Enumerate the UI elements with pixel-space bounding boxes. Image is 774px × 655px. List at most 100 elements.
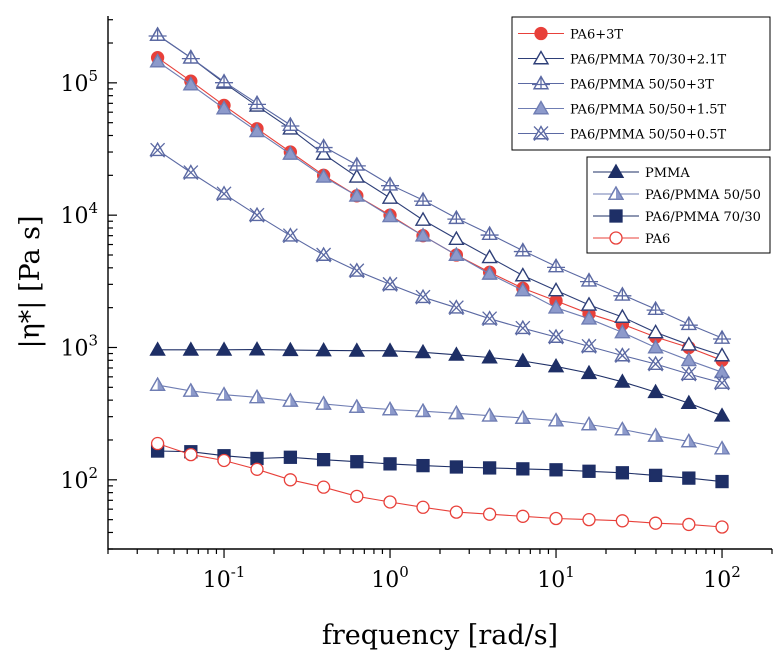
data-point bbox=[148, 26, 167, 41]
data-point bbox=[248, 122, 266, 138]
data-point bbox=[481, 349, 498, 364]
data-point bbox=[282, 392, 299, 407]
legend-marker bbox=[607, 185, 625, 200]
data-point bbox=[149, 341, 166, 356]
legend-item: PA6/PMMA 70/30+2.1T bbox=[518, 50, 727, 68]
data-point bbox=[250, 462, 264, 476]
data-point bbox=[646, 300, 665, 316]
data-point bbox=[549, 511, 563, 526]
data-point bbox=[215, 386, 233, 401]
data-point bbox=[381, 275, 399, 292]
x-tick-label: 101 bbox=[537, 563, 575, 593]
series-5 bbox=[149, 341, 731, 422]
data-point bbox=[182, 76, 200, 91]
data-point bbox=[448, 346, 465, 361]
legend-marker bbox=[534, 26, 548, 41]
data-point bbox=[248, 341, 266, 356]
data-point bbox=[547, 412, 565, 427]
data-point bbox=[682, 517, 696, 532]
data-point bbox=[282, 145, 299, 160]
data-point bbox=[215, 73, 234, 88]
data-point bbox=[679, 315, 698, 331]
data-point bbox=[614, 347, 631, 363]
data-point bbox=[149, 53, 166, 68]
data-point bbox=[613, 286, 632, 301]
legend-item: PA6+3T bbox=[518, 26, 623, 43]
legend-marker bbox=[532, 75, 550, 90]
series-line bbox=[157, 450, 723, 483]
data-point bbox=[414, 402, 432, 418]
legend-marker bbox=[532, 100, 550, 115]
data-point bbox=[580, 337, 598, 354]
data-point bbox=[481, 407, 498, 422]
data-point bbox=[680, 433, 697, 448]
data-point bbox=[184, 447, 198, 462]
x-axis-title: frequency [rad/s] bbox=[322, 620, 558, 651]
data-point bbox=[414, 288, 432, 305]
data-point bbox=[582, 464, 596, 478]
series-line bbox=[157, 384, 723, 450]
series-4 bbox=[149, 141, 731, 391]
data-point bbox=[282, 227, 299, 244]
data-point bbox=[648, 516, 663, 530]
data-point bbox=[315, 145, 332, 160]
legend-item: PA6/PMMA 50/50+0.5T bbox=[518, 125, 727, 143]
data-point bbox=[713, 440, 731, 455]
y-axis-ticks: 102 103 104 105 bbox=[60, 19, 117, 550]
data-point bbox=[482, 507, 497, 521]
data-point bbox=[315, 342, 332, 357]
legend-marker bbox=[532, 50, 550, 65]
legend-item: PA6 bbox=[593, 231, 670, 247]
data-point bbox=[614, 308, 631, 323]
data-point bbox=[315, 246, 332, 263]
data-point bbox=[614, 373, 631, 388]
series-8 bbox=[150, 436, 729, 534]
x-tick-label: 102 bbox=[703, 563, 741, 593]
data-point bbox=[516, 462, 530, 476]
data-point bbox=[648, 468, 663, 483]
data-point bbox=[482, 461, 497, 475]
plot-area bbox=[148, 26, 732, 534]
data-point bbox=[383, 457, 397, 471]
data-point bbox=[350, 455, 364, 469]
data-point bbox=[682, 471, 696, 485]
data-point bbox=[149, 141, 166, 158]
data-point bbox=[614, 421, 631, 436]
data-point bbox=[514, 409, 531, 424]
data-point bbox=[348, 187, 366, 202]
data-point bbox=[615, 514, 630, 528]
data-point bbox=[215, 100, 233, 115]
series-7 bbox=[150, 444, 729, 489]
data-point bbox=[580, 364, 598, 380]
data-point bbox=[448, 230, 465, 245]
series-6 bbox=[149, 376, 731, 455]
data-point bbox=[414, 227, 432, 242]
data-point bbox=[416, 458, 430, 473]
data-point bbox=[283, 450, 298, 464]
legend-item: PA6/PMMA 70/30 bbox=[593, 209, 761, 225]
data-point bbox=[547, 328, 565, 345]
data-point bbox=[348, 398, 365, 413]
x-tick-label: 10-1 bbox=[203, 563, 246, 593]
legend-item: PA6/PMMA 50/50+3T bbox=[518, 75, 714, 93]
data-point bbox=[414, 211, 432, 226]
data-point bbox=[647, 339, 664, 354]
legend-label: PA6/PMMA 50/50+3T bbox=[570, 78, 714, 93]
data-point bbox=[582, 512, 596, 527]
data-point bbox=[480, 225, 499, 240]
data-point bbox=[248, 94, 267, 110]
data-point bbox=[449, 505, 464, 519]
data-point bbox=[283, 473, 298, 487]
legend-label: PMMA bbox=[645, 166, 690, 181]
data-point bbox=[647, 383, 664, 399]
data-point bbox=[481, 310, 498, 327]
data-point bbox=[250, 451, 264, 466]
data-point bbox=[381, 207, 399, 223]
legend-item: PMMA bbox=[593, 163, 690, 181]
data-point bbox=[514, 267, 532, 282]
data-point bbox=[316, 480, 331, 494]
data-point bbox=[647, 427, 664, 442]
legend-label: PA6/PMMA 50/50+1.5T bbox=[570, 103, 727, 118]
x-axis-ticks: 10-1 100 101 102 bbox=[107, 549, 773, 593]
series-2 bbox=[148, 26, 732, 344]
